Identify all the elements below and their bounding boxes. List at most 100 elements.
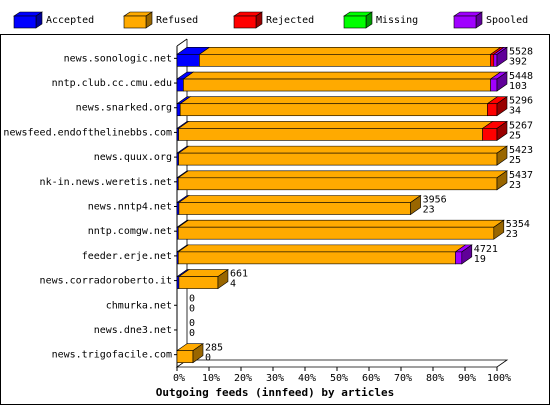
y-tick-label: newsfeed.endofthelinebbs.com	[3, 127, 172, 138]
bar	[199, 54, 491, 67]
x-tick-label: 0%	[173, 373, 185, 384]
legend-label: Rejected	[266, 15, 314, 26]
bar-top	[177, 318, 187, 326]
bar-side	[410, 194, 421, 216]
bar-top	[179, 96, 499, 105]
legend-swatch	[233, 15, 257, 29]
value-label: 4	[230, 279, 236, 290]
x-tick-label: 100%	[487, 373, 511, 384]
bar-top	[198, 47, 502, 55]
value-label: 285	[205, 343, 223, 354]
value-label: 0	[189, 318, 195, 329]
bar-top	[177, 294, 187, 302]
legend-label: Spooled	[486, 15, 528, 26]
bar-top	[177, 318, 187, 326]
x-tick-label: 80%	[426, 373, 444, 384]
bar-top	[177, 294, 187, 302]
x-axis-title: Outgoing feeds (innfeed) by articles	[156, 386, 394, 399]
bar	[178, 202, 411, 215]
value-label: 5448	[509, 71, 533, 82]
legend-swatch	[13, 15, 37, 29]
value-label: 34	[509, 106, 521, 117]
bar	[490, 78, 498, 92]
bar	[177, 251, 456, 265]
legend-swatch	[343, 15, 367, 29]
bar-side	[496, 46, 508, 67]
bar-side	[496, 120, 508, 141]
value-label: 5354	[506, 219, 530, 230]
x-tick-label: 90%	[458, 373, 476, 384]
bar-top	[177, 170, 508, 179]
value-label: 0	[189, 303, 195, 314]
bar	[177, 177, 498, 191]
value-label: 5423	[509, 145, 533, 156]
bar-top	[177, 294, 187, 302]
value-label: 25	[509, 130, 521, 141]
bar-top	[177, 219, 505, 228]
bar	[176, 78, 184, 92]
bar-top	[177, 121, 494, 129]
bar	[183, 78, 491, 92]
bar-top	[177, 145, 508, 154]
legend-label: Accepted	[46, 15, 94, 26]
bar	[487, 103, 498, 117]
x-tick-label: 10%	[202, 373, 220, 384]
value-label: 23	[506, 229, 518, 240]
value-label: 5437	[509, 170, 533, 181]
legend-swatch	[453, 15, 477, 29]
y-tick-label: news.quux.org	[94, 152, 172, 163]
y-tick-label: news.snarked.org	[76, 103, 172, 114]
value-label: 5267	[509, 120, 533, 131]
bar-side	[493, 219, 505, 240]
bar	[493, 54, 498, 67]
bar	[177, 226, 495, 240]
y-tick-label: news.dne3.net	[94, 325, 172, 336]
value-label: 3956	[423, 195, 447, 206]
value-label: 5296	[509, 96, 533, 107]
bar	[178, 128, 483, 141]
y-tick-label: nntp.comgw.net	[88, 226, 172, 237]
bar	[490, 54, 495, 67]
y-tick-label: news.sonologic.net	[64, 53, 172, 64]
y-tick-label: news.corradoroberto.it	[40, 276, 172, 287]
value-label: 19	[474, 254, 486, 265]
bar	[176, 54, 200, 67]
y-tick-label: news.nntp4.net	[88, 202, 172, 213]
x-tick-label: 60%	[362, 373, 380, 384]
x-tick-label: 20%	[234, 373, 252, 384]
y-tick-label: chmurka.net	[106, 300, 172, 311]
bar-top	[177, 195, 422, 203]
legend-label: Refused	[156, 15, 198, 26]
bar-top	[177, 294, 187, 302]
y-tick-label: feeder.erje.net	[82, 251, 172, 262]
value-label: 392	[509, 56, 527, 67]
bar-side	[217, 269, 229, 290]
bar-side	[496, 170, 508, 191]
back-wall	[176, 38, 188, 47]
bar-top	[177, 294, 187, 302]
bar	[179, 103, 488, 117]
bar	[178, 152, 498, 166]
value-label: 0	[189, 328, 195, 339]
bar-side	[461, 244, 473, 265]
value-label: 0	[205, 353, 211, 364]
x-tick-label: 70%	[394, 373, 412, 384]
x-tick-label: 50%	[330, 373, 348, 384]
bar-top	[182, 71, 502, 80]
value-label: 661	[230, 269, 248, 280]
y-tick-label: nntp.club.cc.cmu.edu	[52, 78, 172, 89]
value-label: 23	[509, 180, 521, 191]
bar-side	[496, 71, 508, 92]
x-tick-label: 40%	[298, 373, 316, 384]
value-label: 23	[423, 205, 435, 216]
y-tick-label: nk-in.news.weretis.net	[40, 177, 172, 188]
bar	[482, 128, 498, 141]
bar	[455, 251, 463, 265]
y-tick-label: news.trigofacile.com	[52, 350, 172, 361]
bar-top	[177, 318, 187, 326]
bar	[176, 350, 194, 363]
legend-swatch	[123, 15, 147, 29]
value-label: 103	[509, 81, 527, 92]
